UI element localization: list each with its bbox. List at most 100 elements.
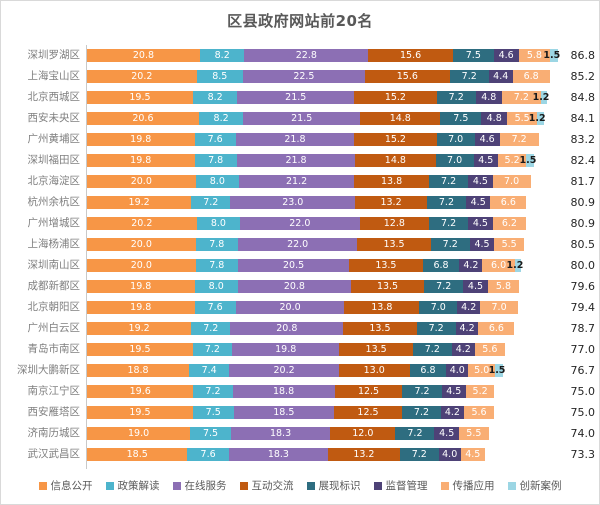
- bar-stack: 19.5 7.2 19.8 13.5 7.2 4.2 5.6: [87, 343, 506, 356]
- segment-value-label: 20.5: [283, 260, 305, 271]
- bar-row: 西安雁塔区 19.5 7.5 18.5 12.5 7.2 4.2 5.6 75.0: [1, 406, 599, 419]
- legend-label: 传播应用: [452, 480, 495, 492]
- category-label: 北京海淀区: [27, 175, 81, 187]
- category-label: 上海杨浦区: [27, 238, 81, 250]
- segment-value-label: 5.6: [471, 407, 487, 418]
- segment-value-label: 4.0: [449, 365, 465, 376]
- legend-item-在线服务: 在线服务: [172, 478, 227, 493]
- legend-label: 监督管理: [385, 480, 428, 492]
- segment-value-label: 4.5: [472, 176, 488, 187]
- bar-segment-互动交流: 15.6: [368, 49, 453, 62]
- bar-segment-在线服务: 18.5: [233, 406, 335, 419]
- total-score-label: 84.8: [570, 91, 596, 104]
- segment-value-label: 7.2: [513, 92, 529, 103]
- bar-row: 青岛市南区 19.5 7.2 19.8 13.5 7.2 4.2 5.6 77.0: [1, 343, 599, 356]
- bar-segment-展现标识: 7.2: [429, 217, 469, 230]
- segment-value-label: 20.0: [130, 176, 152, 187]
- bar-segment-在线服务: 22.0: [240, 217, 360, 230]
- bar-segment-监督管理: 4.6: [493, 49, 519, 62]
- bar-segment-在线服务: 21.5: [243, 112, 361, 125]
- segment-value-label: 15.2: [384, 92, 406, 103]
- segment-value-label: 7.2: [411, 449, 427, 460]
- category-label: 北京西城区: [27, 91, 81, 103]
- segment-value-label: 19.5: [129, 92, 151, 103]
- total-score-label: 77.0: [570, 343, 596, 356]
- bar-segment-传播应用: 5.2: [465, 385, 495, 398]
- segment-value-label: 20.2: [273, 365, 295, 376]
- legend-item-监督管理: 监督管理: [373, 478, 428, 493]
- bar-row: 北京西城区 19.5 8.2 21.5 15.2 7.2 4.8 7.2 1.2 84.8: [1, 91, 599, 104]
- segment-value-label: 13.5: [369, 323, 391, 334]
- bar-segment-传播应用: 6.0: [482, 259, 515, 272]
- segment-value-label: 7.2: [511, 134, 527, 145]
- segment-value-label: 1.2: [532, 92, 550, 103]
- bar-stack: 20.2 8.5 22.5 15.6 7.2 4.4 6.8: [87, 70, 550, 83]
- segment-value-label: 19.8: [130, 281, 152, 292]
- segment-value-label: 4.8: [481, 92, 497, 103]
- bar-segment-在线服务: 19.8: [231, 343, 340, 356]
- bar-segment-监督管理: 4.5: [468, 217, 493, 230]
- segment-value-label: 20.0: [279, 302, 301, 313]
- bar-segment-政策解读: 8.0: [195, 175, 240, 188]
- bar-segment-政策解读: 7.2: [191, 196, 231, 209]
- segment-value-label: 18.8: [127, 365, 149, 376]
- segment-value-label: 7.5: [205, 407, 221, 418]
- bar-segment-监督管理: 4.2: [451, 343, 475, 356]
- legend-swatch-icon: [239, 481, 248, 490]
- bar-stack: 19.8 7.6 21.8 15.2 7.0 4.6 7.2: [87, 133, 539, 146]
- bar-segment-互动交流: 13.5: [343, 322, 417, 335]
- segment-value-label: 7.0: [448, 134, 464, 145]
- segment-value-label: 20.0: [130, 260, 152, 271]
- bar-segment-在线服务: 18.3: [230, 427, 331, 440]
- bar-segment-在线服务: 21.5: [237, 91, 355, 104]
- bar-segment-传播应用: 5.5: [494, 238, 525, 251]
- bar-segment-互动交流: 14.8: [355, 154, 436, 167]
- segment-value-label: 6.8: [420, 365, 436, 376]
- segment-value-label: 4.5: [470, 197, 486, 208]
- segment-value-label: 7.6: [207, 302, 223, 313]
- segment-value-label: 4.6: [479, 134, 495, 145]
- segment-value-label: 20.0: [130, 239, 152, 250]
- bar-segment-创新案例: 1.5: [489, 364, 505, 377]
- segment-value-label: 19.6: [129, 386, 151, 397]
- total-score-label: 83.2: [570, 133, 596, 146]
- legend-swatch-icon: [440, 481, 449, 490]
- bar-segment-政策解读: 7.2: [191, 322, 231, 335]
- segment-value-label: 8.5: [212, 71, 228, 82]
- segment-value-label: 8.0: [208, 281, 224, 292]
- bar-row: 南京江宁区 19.6 7.2 18.8 12.5 7.2 4.5 5.2 75.0: [1, 385, 599, 398]
- segment-value-label: 8.0: [209, 176, 225, 187]
- bar-segment-传播应用: 6.6: [478, 322, 515, 335]
- segment-value-label: 19.2: [128, 323, 150, 334]
- segment-value-label: 20.8: [276, 323, 298, 334]
- bar-segment-互动交流: 12.5: [334, 385, 403, 398]
- bar-segment-信息公开: 18.5: [87, 448, 188, 461]
- bar-segment-政策解读: 7.8: [194, 154, 237, 167]
- bar-segment-信息公开: 19.2: [87, 196, 192, 209]
- legend-label: 互动交流: [251, 480, 294, 492]
- segment-value-label: 7.2: [436, 281, 452, 292]
- bar-segment-在线服务: 20.2: [229, 364, 339, 377]
- segment-value-label: 19.8: [275, 344, 297, 355]
- bar-segment-展现标识: 7.2: [424, 280, 464, 293]
- bar-stack: 20.0 8.0 21.2 13.8 7.2 4.5 7.0: [87, 175, 531, 188]
- bar-segment-创新案例: 1.5: [543, 49, 560, 62]
- bar-stack: 19.2 7.2 20.8 13.5 7.2 4.2 6.6: [87, 322, 515, 335]
- category-label: 广州白云区: [27, 322, 81, 334]
- segment-value-label: 6.6: [500, 197, 516, 208]
- bar-segment-展现标识: 7.0: [435, 154, 474, 167]
- segment-value-label: 18.5: [273, 407, 295, 418]
- segment-value-label: 12.8: [383, 218, 405, 229]
- bar-segment-在线服务: 20.8: [237, 280, 351, 293]
- total-score-label: 82.4: [570, 154, 596, 167]
- segment-value-label: 7.8: [209, 260, 225, 271]
- bar-stack: 19.5 7.5 18.5 12.5 7.2 4.2 5.6: [87, 406, 495, 419]
- legend-item-信息公开: 信息公开: [38, 478, 93, 493]
- bar-row: 上海杨浦区 20.0 7.8 22.0 13.5 7.2 4.5 5.5 80.5: [1, 238, 599, 251]
- total-score-label: 81.7: [570, 175, 596, 188]
- bar-segment-互动交流: 13.5: [349, 259, 423, 272]
- segment-value-label: 4.5: [474, 239, 490, 250]
- segment-value-label: 7.2: [414, 386, 430, 397]
- bar-segment-展现标识: 7.0: [419, 301, 458, 314]
